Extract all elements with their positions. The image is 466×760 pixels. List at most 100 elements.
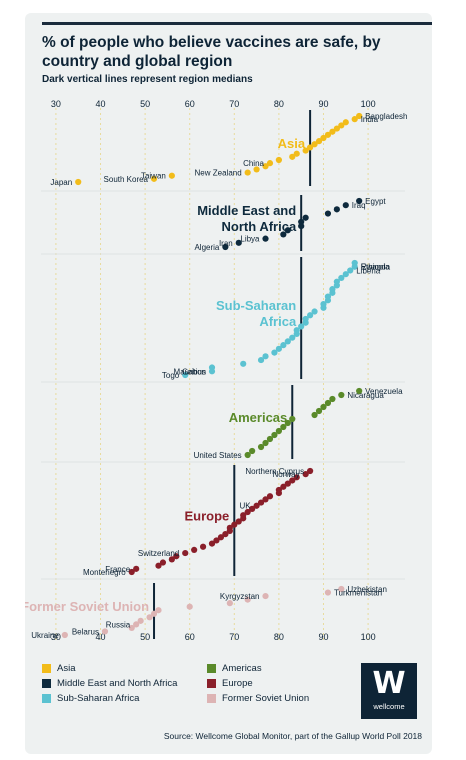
data-point — [338, 122, 345, 129]
data-point — [266, 160, 274, 167]
legend-label-ssa: Sub-Saharan Africa — [57, 693, 140, 704]
data-point — [168, 172, 175, 179]
data-point — [280, 423, 287, 431]
country-label: Libya — [240, 235, 260, 244]
legend-swatch-mena — [42, 679, 51, 688]
data-point — [284, 419, 291, 427]
legend-label-americas: Americas — [222, 663, 262, 674]
data-point — [257, 356, 265, 364]
tick-label-bottom: 90 — [318, 632, 328, 642]
data-point — [342, 271, 349, 278]
data-point — [338, 274, 345, 282]
data-point — [75, 178, 82, 186]
data-point — [298, 323, 305, 330]
country-label: Liberia — [356, 266, 381, 275]
data-point — [137, 617, 144, 624]
data-point — [244, 596, 251, 603]
data-point — [329, 286, 336, 293]
data-point — [307, 312, 314, 319]
data-point — [253, 166, 260, 173]
region-label: Americas — [229, 410, 288, 425]
data-point — [275, 345, 282, 352]
data-point — [262, 496, 269, 503]
data-point — [280, 342, 287, 349]
tick-label-bottom: 70 — [229, 632, 239, 642]
logo-symbol: W — [372, 666, 406, 701]
country-label: Kyrgyzstan — [220, 592, 260, 601]
data-point — [333, 278, 340, 285]
data-point — [284, 480, 291, 487]
country-label: Nicaragua — [347, 391, 384, 400]
data-point — [320, 403, 327, 411]
data-point — [342, 119, 349, 126]
data-point — [199, 543, 207, 550]
data-point — [231, 521, 238, 528]
data-point — [128, 624, 135, 632]
data-point — [289, 153, 296, 160]
data-point — [244, 169, 251, 176]
data-point — [222, 531, 229, 538]
data-point — [208, 364, 216, 371]
legend-swatch-ssa — [42, 694, 51, 703]
data-point — [289, 334, 296, 341]
source-note: Source: Wellcome Global Monitor, part of… — [163, 731, 422, 741]
chart-title: % of people who believe vaccines are saf… — [42, 34, 381, 70]
data-point — [155, 607, 162, 614]
data-point — [101, 628, 109, 635]
data-point — [240, 512, 247, 519]
data-point — [61, 631, 68, 639]
data-point — [311, 308, 318, 315]
legend-swatch-europe — [207, 679, 216, 688]
data-point — [249, 447, 256, 455]
chart-card: % of people who believe vaccines are saf… — [25, 13, 432, 754]
data-point — [240, 360, 247, 367]
data-point — [244, 508, 251, 516]
tick-label-bottom: 80 — [274, 632, 284, 642]
tick-label-bottom: 40 — [96, 632, 106, 642]
data-point — [333, 125, 340, 132]
region-label: Middle East and — [197, 203, 296, 218]
data-point — [244, 451, 251, 459]
data-point — [275, 486, 282, 494]
data-point — [302, 471, 309, 478]
data-point — [311, 411, 318, 419]
data-point — [186, 603, 193, 610]
country-label: Venezuela — [365, 387, 403, 396]
legend: Asia Middle East and North Africa Sub-Sa… — [42, 663, 342, 723]
legend-swatch-americas — [207, 664, 216, 673]
legend-label-asia: Asia — [57, 663, 76, 674]
data-point — [329, 395, 336, 403]
data-point — [280, 231, 287, 238]
legend-label-europe: Europe — [222, 678, 253, 689]
country-label: Russia — [106, 620, 131, 629]
data-point — [253, 502, 260, 509]
data-point — [289, 477, 296, 484]
data-point — [293, 474, 300, 481]
country-label: Gabon — [182, 367, 206, 376]
data-point — [284, 227, 291, 234]
data-point — [320, 300, 327, 308]
data-point — [302, 315, 309, 323]
data-point — [293, 327, 300, 334]
data-point — [351, 116, 358, 123]
data-point — [338, 585, 345, 593]
data-point — [347, 267, 354, 274]
legend-item-asia: Asia — [42, 663, 75, 674]
data-point — [262, 439, 269, 447]
country-label: UK — [239, 502, 251, 511]
tick-label-top: 80 — [274, 99, 284, 109]
data-point — [324, 210, 332, 217]
data-point — [320, 134, 327, 142]
tick-label-top: 40 — [96, 99, 106, 109]
country-label: Ethiopia — [361, 263, 390, 272]
region-label: North Africa — [222, 219, 297, 234]
data-point — [324, 131, 332, 138]
data-point — [271, 349, 278, 356]
tick-label-top: 60 — [185, 99, 195, 109]
data-point — [271, 431, 278, 439]
tick-label-top: 100 — [361, 99, 376, 109]
data-point — [302, 147, 309, 154]
region-label: Asia — [278, 136, 306, 151]
tick-label-top: 90 — [318, 99, 328, 109]
country-label: Taiwan — [141, 172, 166, 181]
